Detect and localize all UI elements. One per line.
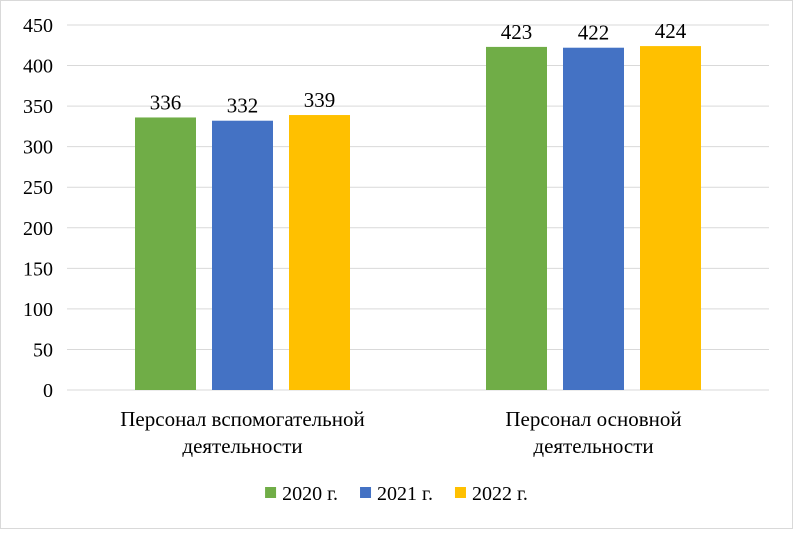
bar [563,47,624,390]
legend-label: 2021 г. [377,483,433,505]
y-tick-label: 350 [23,96,53,118]
y-tick-label: 0 [43,380,53,402]
bars [135,46,701,391]
bar-value-label: 423 [501,20,533,44]
y-tick-label: 250 [23,177,53,199]
category-label: деятельности [533,434,653,458]
category-label: деятельности [182,434,302,458]
bar [486,46,547,391]
bar [135,117,196,390]
y-tick-label: 200 [23,218,53,240]
legend-swatch [454,487,466,498]
data-labels: 336 423 332 422 339 424 [150,19,687,118]
legend-label: 2022 г. [472,483,528,505]
y-tick-label: 150 [23,258,53,280]
legend-label: 2020 г. [282,483,338,505]
bar-value-label: 422 [578,21,610,45]
y-tick-label: 400 [23,56,53,78]
category-labels: Персонал вспомогательной деятельности Перс… [120,407,681,458]
y-axis-ticks: 0 50 100 150 200 250 300 350 400 450 [23,15,53,402]
bar [212,120,273,390]
bar-value-label: 336 [150,90,182,114]
legend-swatch [360,487,372,498]
category-label: Персонал основной [505,407,681,431]
bar-value-label: 339 [304,88,336,112]
bar-value-label: 332 [227,94,259,118]
y-tick-label: 50 [33,339,53,361]
y-tick-label: 300 [23,137,53,159]
legend-swatch [265,487,277,498]
y-tick-label: 100 [23,299,53,321]
y-tick-label: 450 [23,15,53,37]
bar [640,46,701,390]
legend: 2020 г. 2021 г. 2022 г. [265,483,528,505]
bar [289,115,350,391]
category-label: Персонал вспомогательной [120,407,364,431]
bar-value-label: 424 [655,19,687,43]
